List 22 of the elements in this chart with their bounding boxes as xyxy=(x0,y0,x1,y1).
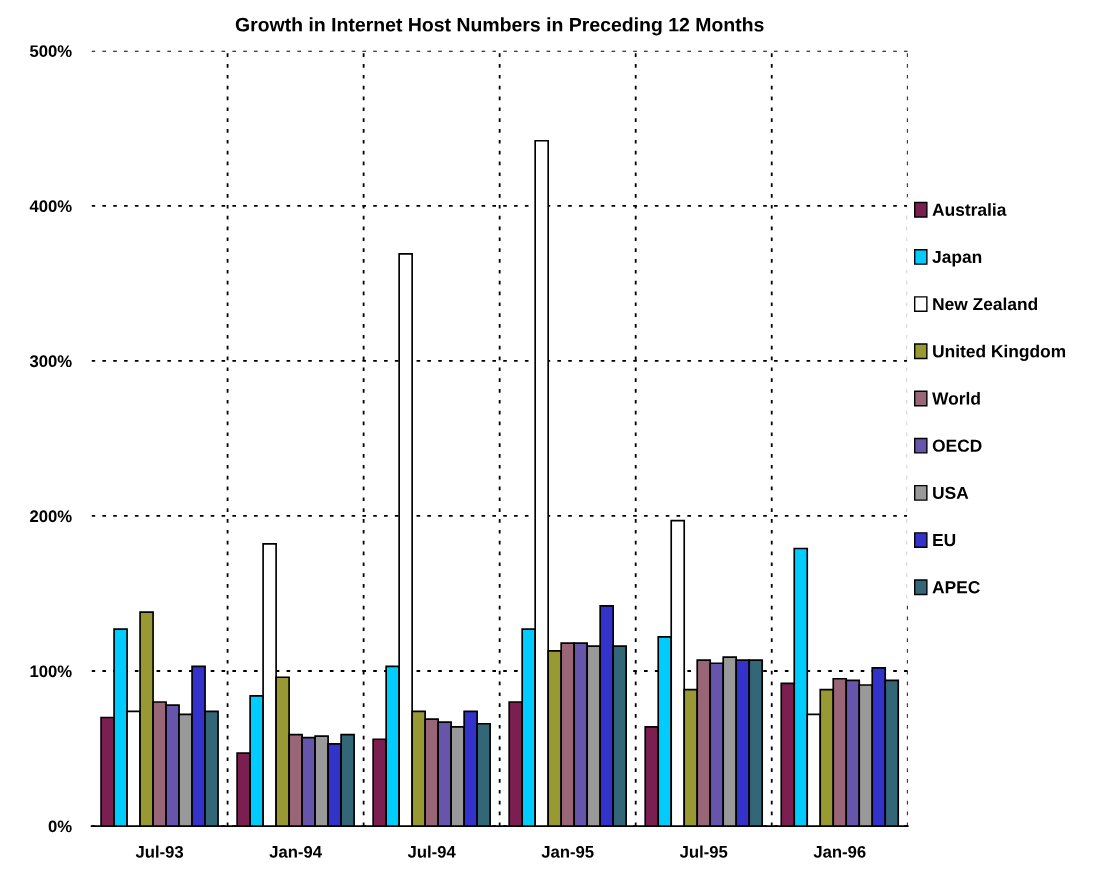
x-tick-label: Jul-94 xyxy=(407,845,456,858)
legend-label: New Zealand xyxy=(933,297,1038,311)
legend-label: Australia xyxy=(932,203,1007,216)
y-tick-label: 100% xyxy=(30,665,72,678)
x-tick-label: Jan-95 xyxy=(541,845,594,858)
chart-title: Growth in Internet Host Numbers in Preceding 12 Months xyxy=(235,17,764,36)
legend-label: World xyxy=(932,391,980,405)
x-tick-label: Jan-96 xyxy=(813,845,866,858)
legend-label: EU xyxy=(933,534,956,547)
legend-label: Japan xyxy=(932,250,982,267)
x-tick-label: Jul-95 xyxy=(679,845,728,858)
legend-label: APEC xyxy=(932,581,980,594)
y-tick-label: 0% xyxy=(48,820,72,833)
x-tick-label: Jan-94 xyxy=(269,845,322,858)
legend-label: United Kingdom xyxy=(933,344,1066,361)
legend-label: OECD xyxy=(932,439,982,452)
y-tick-label: 300% xyxy=(29,355,72,368)
x-tick-label: Jul-93 xyxy=(135,845,184,858)
y-tick-label: 500% xyxy=(29,45,72,58)
y-tick-label: 400% xyxy=(29,200,72,213)
legend-label: USA xyxy=(933,486,969,500)
y-tick-label: 200% xyxy=(30,510,72,523)
